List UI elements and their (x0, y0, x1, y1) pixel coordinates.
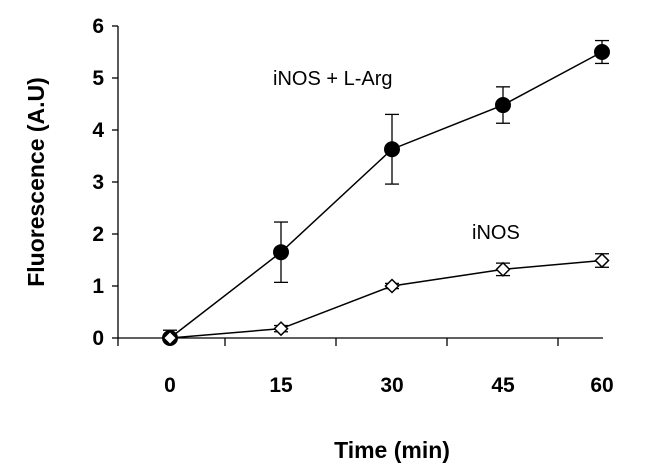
x-tick-label: 15 (269, 374, 293, 397)
y-tick-label: 3 (92, 171, 104, 194)
x-tick-label: 45 (491, 374, 515, 397)
x-axis-title: Time (min) (334, 437, 450, 463)
y-tick-label: 5 (92, 67, 104, 90)
y-axis-title: Fluorescence (A.U) (23, 77, 49, 287)
y-tick-label: 0 (92, 327, 104, 350)
x-tick-label: 30 (380, 374, 403, 397)
series-lines (169, 51, 603, 339)
y-tick-label: 1 (92, 275, 104, 298)
marker-filled-circle (273, 244, 289, 261)
series-label-inos-larg: iNOS + L-Arg (273, 68, 392, 90)
labels: Time (min) Fluorescence (A.U) iNOS + L-A… (23, 68, 520, 463)
marker-open-diamond (384, 278, 400, 294)
marker-open-diamond (273, 321, 289, 337)
x-tick-label: 0 (164, 374, 176, 397)
series-label-inos: iNOS (472, 222, 520, 244)
marker-open-diamond (594, 252, 610, 269)
marker-filled-circle (495, 97, 511, 114)
y-tick-label: 2 (92, 223, 104, 246)
marker-open-diamond (495, 261, 511, 277)
y-tick-label: 4 (92, 119, 104, 142)
y-tick-label: 6 (92, 15, 104, 38)
marker-filled-circle (594, 44, 610, 60)
series-line-0 (169, 51, 603, 339)
marker-filled-circle (384, 141, 400, 158)
x-tick-label: 60 (590, 374, 613, 397)
marker-open-diamond (162, 330, 178, 346)
data-markers (162, 44, 610, 346)
series-line-1 (169, 259, 603, 339)
